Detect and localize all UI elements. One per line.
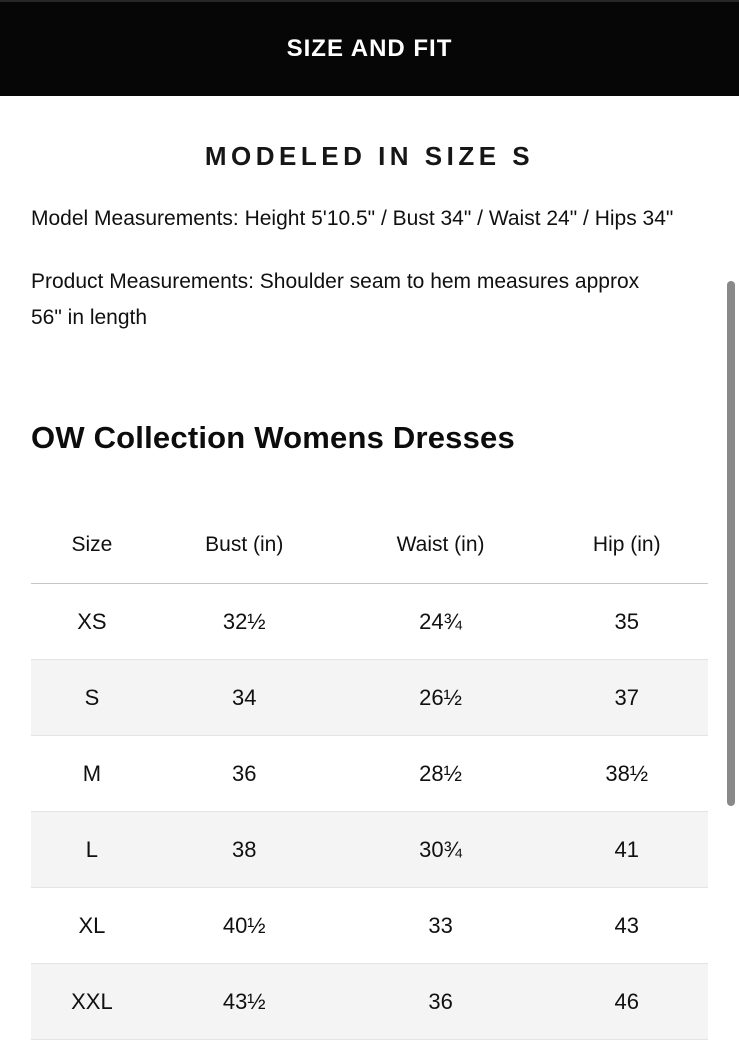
size-row-xxl: XXL 43½ 36 46 [31, 963, 708, 1040]
cell-waist: 28½ [419, 760, 462, 786]
size-row-s: S 34 26½ 37 [31, 659, 708, 736]
size-row-l: L 38 30¾ 41 [31, 811, 708, 888]
column-header-size: Size [31, 506, 153, 584]
cell-bust: 38 [232, 836, 257, 862]
cell-bust: 40½ [222, 912, 266, 938]
cell-bust: 32½ [222, 608, 266, 634]
size-chart-header-row: Size Bust (in) Waist (in) Hip (in) [31, 506, 708, 584]
cell-waist: 26½ [419, 684, 462, 710]
cell-size: M [82, 760, 102, 786]
cell-waist: 33 [428, 912, 453, 938]
size-row-xs: XS 32½ 24¾ 35 [31, 584, 708, 660]
cell-waist: 24¾ [419, 608, 462, 634]
cell-bust: 34 [232, 684, 257, 710]
cell-hip: 37 [614, 684, 639, 710]
cell-hip: 41 [614, 836, 639, 862]
column-header-hip: Hip (in) [545, 506, 708, 584]
cell-bust: 36 [232, 760, 257, 786]
cell-waist: 30¾ [419, 836, 462, 862]
cell-size: XS [77, 608, 107, 634]
scrollbar-thumb[interactable] [727, 281, 735, 806]
cell-size: S [84, 684, 100, 710]
header-title: SIZE AND FIT [286, 35, 453, 62]
cell-hip: 46 [614, 988, 639, 1014]
cell-hip: 43 [614, 912, 639, 938]
size-row-xl: XL 40½ 33 43 [31, 888, 708, 964]
cell-size: XL [78, 912, 106, 938]
size-and-fit-content: MODELED IN SIZE S Model Measurements: He… [0, 141, 739, 1040]
model-measurements-text: Model Measurements: Height 5'10.5" / Bus… [31, 207, 674, 230]
column-header-waist: Waist (in) [335, 506, 546, 584]
size-and-fit-header: SIZE AND FIT [0, 0, 739, 96]
size-chart-title: OW Collection Womens Dresses [31, 420, 515, 455]
cell-size: XXL [71, 988, 113, 1014]
cell-hip: 38½ [605, 760, 649, 786]
product-measurements-text: Product Measurements: Shoulder seam to h… [31, 270, 640, 329]
size-chart-table: Size Bust (in) Waist (in) Hip (in) XS 32… [31, 506, 708, 1040]
cell-waist: 36 [428, 988, 453, 1014]
cell-size: L [85, 836, 99, 862]
column-header-bust: Bust (in) [152, 506, 336, 584]
cell-hip: 35 [614, 608, 639, 634]
cell-bust: 43½ [222, 988, 266, 1014]
modeled-in-size-heading: MODELED IN SIZE S [204, 141, 535, 171]
size-row-m: M 36 28½ 38½ [31, 736, 708, 812]
